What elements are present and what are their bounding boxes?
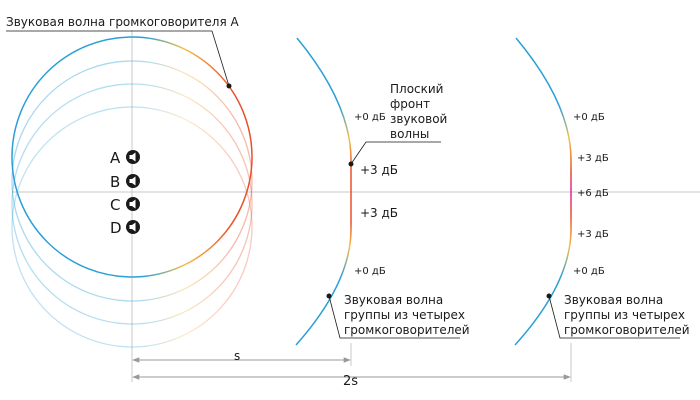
group-wave-1-label: Звуковая волна группы из четырех громког… (344, 293, 470, 337)
flat-front-line-1: Плоский (390, 82, 443, 96)
front-2-level-3: +6 дБ (577, 188, 609, 199)
speaker-icon (126, 220, 140, 234)
speaker-c-wave (11, 83, 253, 325)
flat-front-dot (348, 161, 354, 167)
wavefront-2 (514, 37, 572, 346)
speaker-a-letter: A (110, 149, 121, 167)
speaker-b-letter: B (110, 173, 120, 191)
speaker-d-wave (11, 106, 253, 348)
group-wave-2-line-1: Звуковая волна (564, 293, 663, 307)
flat-front-leader (350, 141, 441, 165)
speaker-a: A (110, 149, 140, 167)
front-2-level-5: +0 дБ (573, 266, 605, 277)
speaker-b-wave (11, 60, 253, 302)
speaker-d-letter: D (110, 219, 122, 237)
group-wave-1-line-1: Звуковая волна (344, 293, 443, 307)
group-wave-2-dot (546, 293, 552, 299)
group-wave-1-line-2: группы из четырех (344, 308, 465, 322)
front-1-level-3: +3 дБ (360, 206, 398, 220)
distance-s-label: s (234, 349, 240, 363)
flat-front-label: Плоский фронт звуковой волны (390, 82, 451, 141)
front-1-level-2: +3 дБ (360, 163, 398, 177)
distance-2s-label: 2s (343, 374, 358, 389)
front-1-level-4: +0 дБ (354, 266, 386, 277)
speaker-icon (126, 150, 140, 164)
front-1-level-1: +0 дБ (354, 112, 386, 123)
front-2-level-4: +3 дБ (577, 229, 609, 240)
front-2-level-1: +0 дБ (573, 112, 605, 123)
wavefront-1 (295, 37, 352, 346)
flat-front-line-3: звуковой (390, 112, 447, 126)
speaker-icon (126, 197, 140, 211)
speaker-a-wave-leader (6, 30, 230, 87)
group-wave-1-line-3: громкоговорителей (344, 323, 470, 337)
group-wave-2-leader (548, 295, 680, 339)
speaker-c-letter: C (110, 196, 120, 214)
group-wave-1-dot (326, 293, 332, 299)
front-2-level-2: +3 дБ (577, 153, 609, 164)
speaker-b: B (110, 173, 140, 191)
flat-front-line-4: волны (390, 127, 429, 141)
group-wave-2-line-2: группы из четырех (564, 308, 685, 322)
speaker-d: D (110, 219, 140, 237)
speaker-a-wave-dot (226, 83, 232, 89)
group-wave-1-leader (328, 295, 460, 339)
speaker-a-wave-label: Звуковая волна громкоговорителя A (6, 15, 239, 29)
speaker-icon (126, 174, 140, 188)
speaker-c: C (110, 196, 140, 214)
flat-front-line-2: фронт (390, 97, 430, 111)
group-wave-2-label: Звуковая волна группы из четырех громког… (564, 293, 690, 337)
group-wave-2-line-3: громкоговорителей (564, 323, 690, 337)
speaker-a-wave (11, 36, 253, 278)
